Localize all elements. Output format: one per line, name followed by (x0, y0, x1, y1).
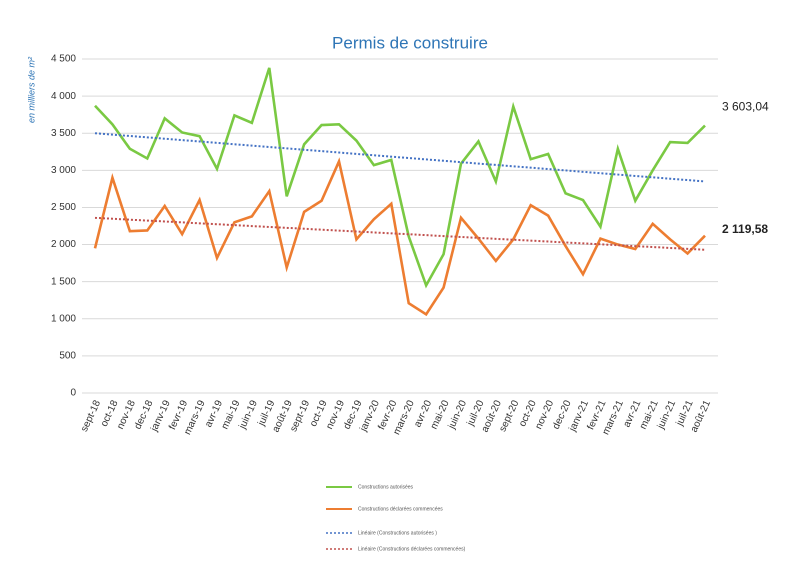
y-tick-label: 3 000 (51, 165, 76, 176)
series-line (93, 157, 706, 317)
x-tick-label: sept-18 (79, 398, 103, 433)
legend-label: Linéaire (Constructions déclarées commen… (358, 546, 466, 552)
end-value-label: 3 603,04 (722, 100, 769, 114)
y-tick-label: 0 (70, 388, 76, 399)
legend-label: Constructions autorisées (358, 484, 414, 490)
y-tick-label: 2 500 (51, 202, 76, 213)
end-value-label: 2 119,58 (722, 222, 768, 236)
series-line (94, 67, 706, 289)
y-tick-label: 2 000 (51, 239, 76, 250)
y-axis-label: en milliers de m² (26, 56, 36, 123)
y-tick-label: 1 500 (51, 276, 76, 287)
chart-title: Permis de construire (332, 33, 488, 52)
trend-line (94, 132, 706, 183)
y-tick-label: 4 000 (51, 91, 76, 102)
y-tick-label: 3 500 (51, 128, 76, 139)
legend-label: Constructions déclarées commencées (358, 506, 443, 512)
y-tick-label: 500 (59, 351, 76, 362)
y-tick-label: 4 500 (51, 54, 76, 65)
y-tick-label: 1 000 (51, 313, 76, 324)
trend-line (94, 216, 706, 251)
legend-label: Linéaire (Constructions autorisées ) (358, 530, 437, 536)
